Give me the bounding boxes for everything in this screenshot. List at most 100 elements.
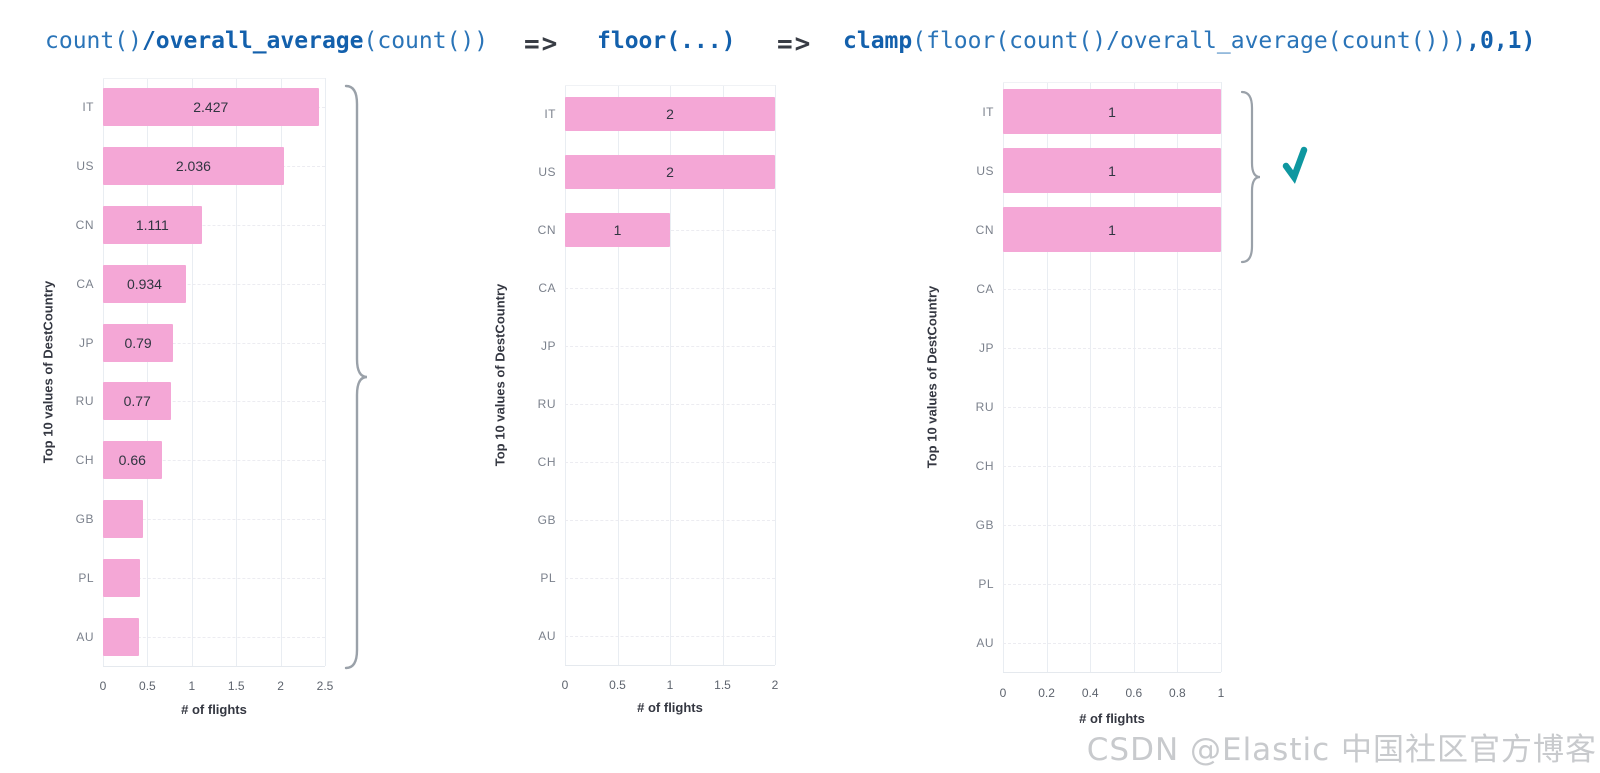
bar[interactable] [103, 323, 174, 362]
gridline [722, 85, 724, 665]
category-label: CH [975, 458, 994, 473]
x-tick-label: 0 [561, 678, 569, 692]
x-axis-title: # of flights [181, 702, 247, 717]
bar[interactable] [103, 500, 143, 538]
gridline [280, 78, 282, 666]
bar[interactable] [103, 617, 139, 656]
gridline [1090, 82, 1092, 672]
x-tick-label: 2 [771, 678, 779, 692]
category-label: IT [82, 100, 94, 115]
x-tick-label: 0.6 [1125, 686, 1143, 700]
formula-clamp-expression: clamp(floor(count()/overall_average(coun… [843, 28, 1535, 54]
gridline [775, 85, 776, 665]
plot-top-border [565, 85, 775, 86]
gridline [1133, 82, 1135, 672]
x-tick-label: 0 [99, 679, 107, 693]
x-tick-label: 2.5 [316, 679, 334, 693]
x-tick-label: 0.2 [1038, 686, 1055, 700]
formula-segment: clamp [843, 28, 913, 54]
row-gridline [103, 401, 325, 403]
category-label: RU [975, 399, 994, 414]
arrow-right-icon: => [524, 29, 560, 59]
category-label: US [76, 159, 94, 174]
x-tick-label: 1 [188, 679, 196, 693]
category-label: AU [976, 635, 994, 650]
bar[interactable] [565, 213, 670, 247]
curly-brace-top3-bars [1240, 90, 1261, 264]
bar-value-label: 0.77 [123, 393, 151, 410]
row-gridline [565, 520, 775, 521]
bar[interactable] [103, 264, 186, 303]
category-label: AU [538, 629, 556, 643]
bar-value-label: 2 [666, 164, 674, 180]
row-gridline [103, 283, 325, 285]
bar[interactable] [103, 88, 319, 127]
plot-bottom-border [1003, 672, 1221, 673]
formula-segment: (count()) [363, 28, 489, 54]
row-gridline [103, 577, 325, 579]
formula-segment: ,0,1) [1466, 28, 1536, 54]
bar[interactable] [1003, 89, 1221, 134]
bar[interactable] [103, 382, 172, 421]
x-tick-label: 1 [1217, 686, 1225, 700]
bar[interactable] [565, 155, 775, 189]
y-axis-title: Top 10 values of DestCountry [492, 283, 508, 467]
gridline [1046, 82, 1048, 672]
bar[interactable] [103, 441, 162, 480]
category-label: JP [540, 339, 556, 353]
row-gridline [565, 230, 775, 231]
formula-segment: (floor(count()/overall_average(count())) [912, 28, 1467, 54]
category-label: GB [537, 513, 556, 527]
gridline [147, 78, 149, 666]
category-label: CH [537, 455, 556, 469]
row-gridline [1003, 406, 1221, 408]
x-tick-label: 0.5 [609, 678, 626, 692]
bar-value-label: 2.036 [175, 158, 211, 175]
category-label: RU [75, 394, 94, 409]
category-label: PL [978, 576, 994, 591]
bar-value-label: 1 [1108, 103, 1116, 120]
row-gridline [1003, 524, 1221, 526]
row-gridline [103, 225, 325, 226]
category-label: GB [975, 517, 994, 532]
category-label: IT [982, 104, 994, 119]
row-gridline [103, 636, 325, 638]
category-label: JP [978, 340, 994, 355]
gridline [1177, 82, 1179, 672]
row-gridline [1003, 642, 1221, 644]
bar-value-label: 1 [613, 222, 622, 238]
category-label: JP [78, 335, 94, 350]
x-axis-title: # of flights [1079, 711, 1145, 726]
gridline [670, 85, 671, 665]
x-tick-label: 1.5 [714, 678, 731, 692]
x-tick-label: 2 [277, 679, 284, 693]
gridline [236, 78, 238, 666]
row-gridline [565, 404, 775, 405]
bar[interactable] [1003, 148, 1221, 193]
category-label: CH [75, 453, 94, 468]
category-label: CA [538, 281, 556, 295]
row-gridline [103, 460, 325, 462]
x-tick-label: 0.5 [139, 679, 156, 693]
bar[interactable] [103, 558, 141, 597]
bar[interactable] [103, 147, 284, 186]
bar[interactable] [103, 206, 202, 244]
plot-top-border [1003, 82, 1221, 83]
y-axis-title: Top 10 values of DestCountry [40, 280, 56, 464]
row-gridline [565, 288, 775, 289]
bar[interactable] [1003, 207, 1221, 252]
category-label: GB [75, 512, 94, 526]
category-label: PL [78, 570, 94, 585]
watermark: CSDN @Elastic 中国社区官方博客 [1086, 732, 1597, 768]
bar[interactable] [565, 97, 775, 131]
formula-segment: floor(...) [597, 28, 736, 54]
curly-brace-all-bars [344, 84, 368, 670]
formula-segment: /overall_average [141, 28, 364, 54]
plot-top-border [103, 78, 325, 79]
plot-bottom-border [103, 666, 325, 667]
x-tick-label: 0 [999, 686, 1007, 700]
row-gridline [1003, 288, 1221, 290]
gridline [565, 85, 566, 665]
category-label: AU [76, 629, 94, 644]
